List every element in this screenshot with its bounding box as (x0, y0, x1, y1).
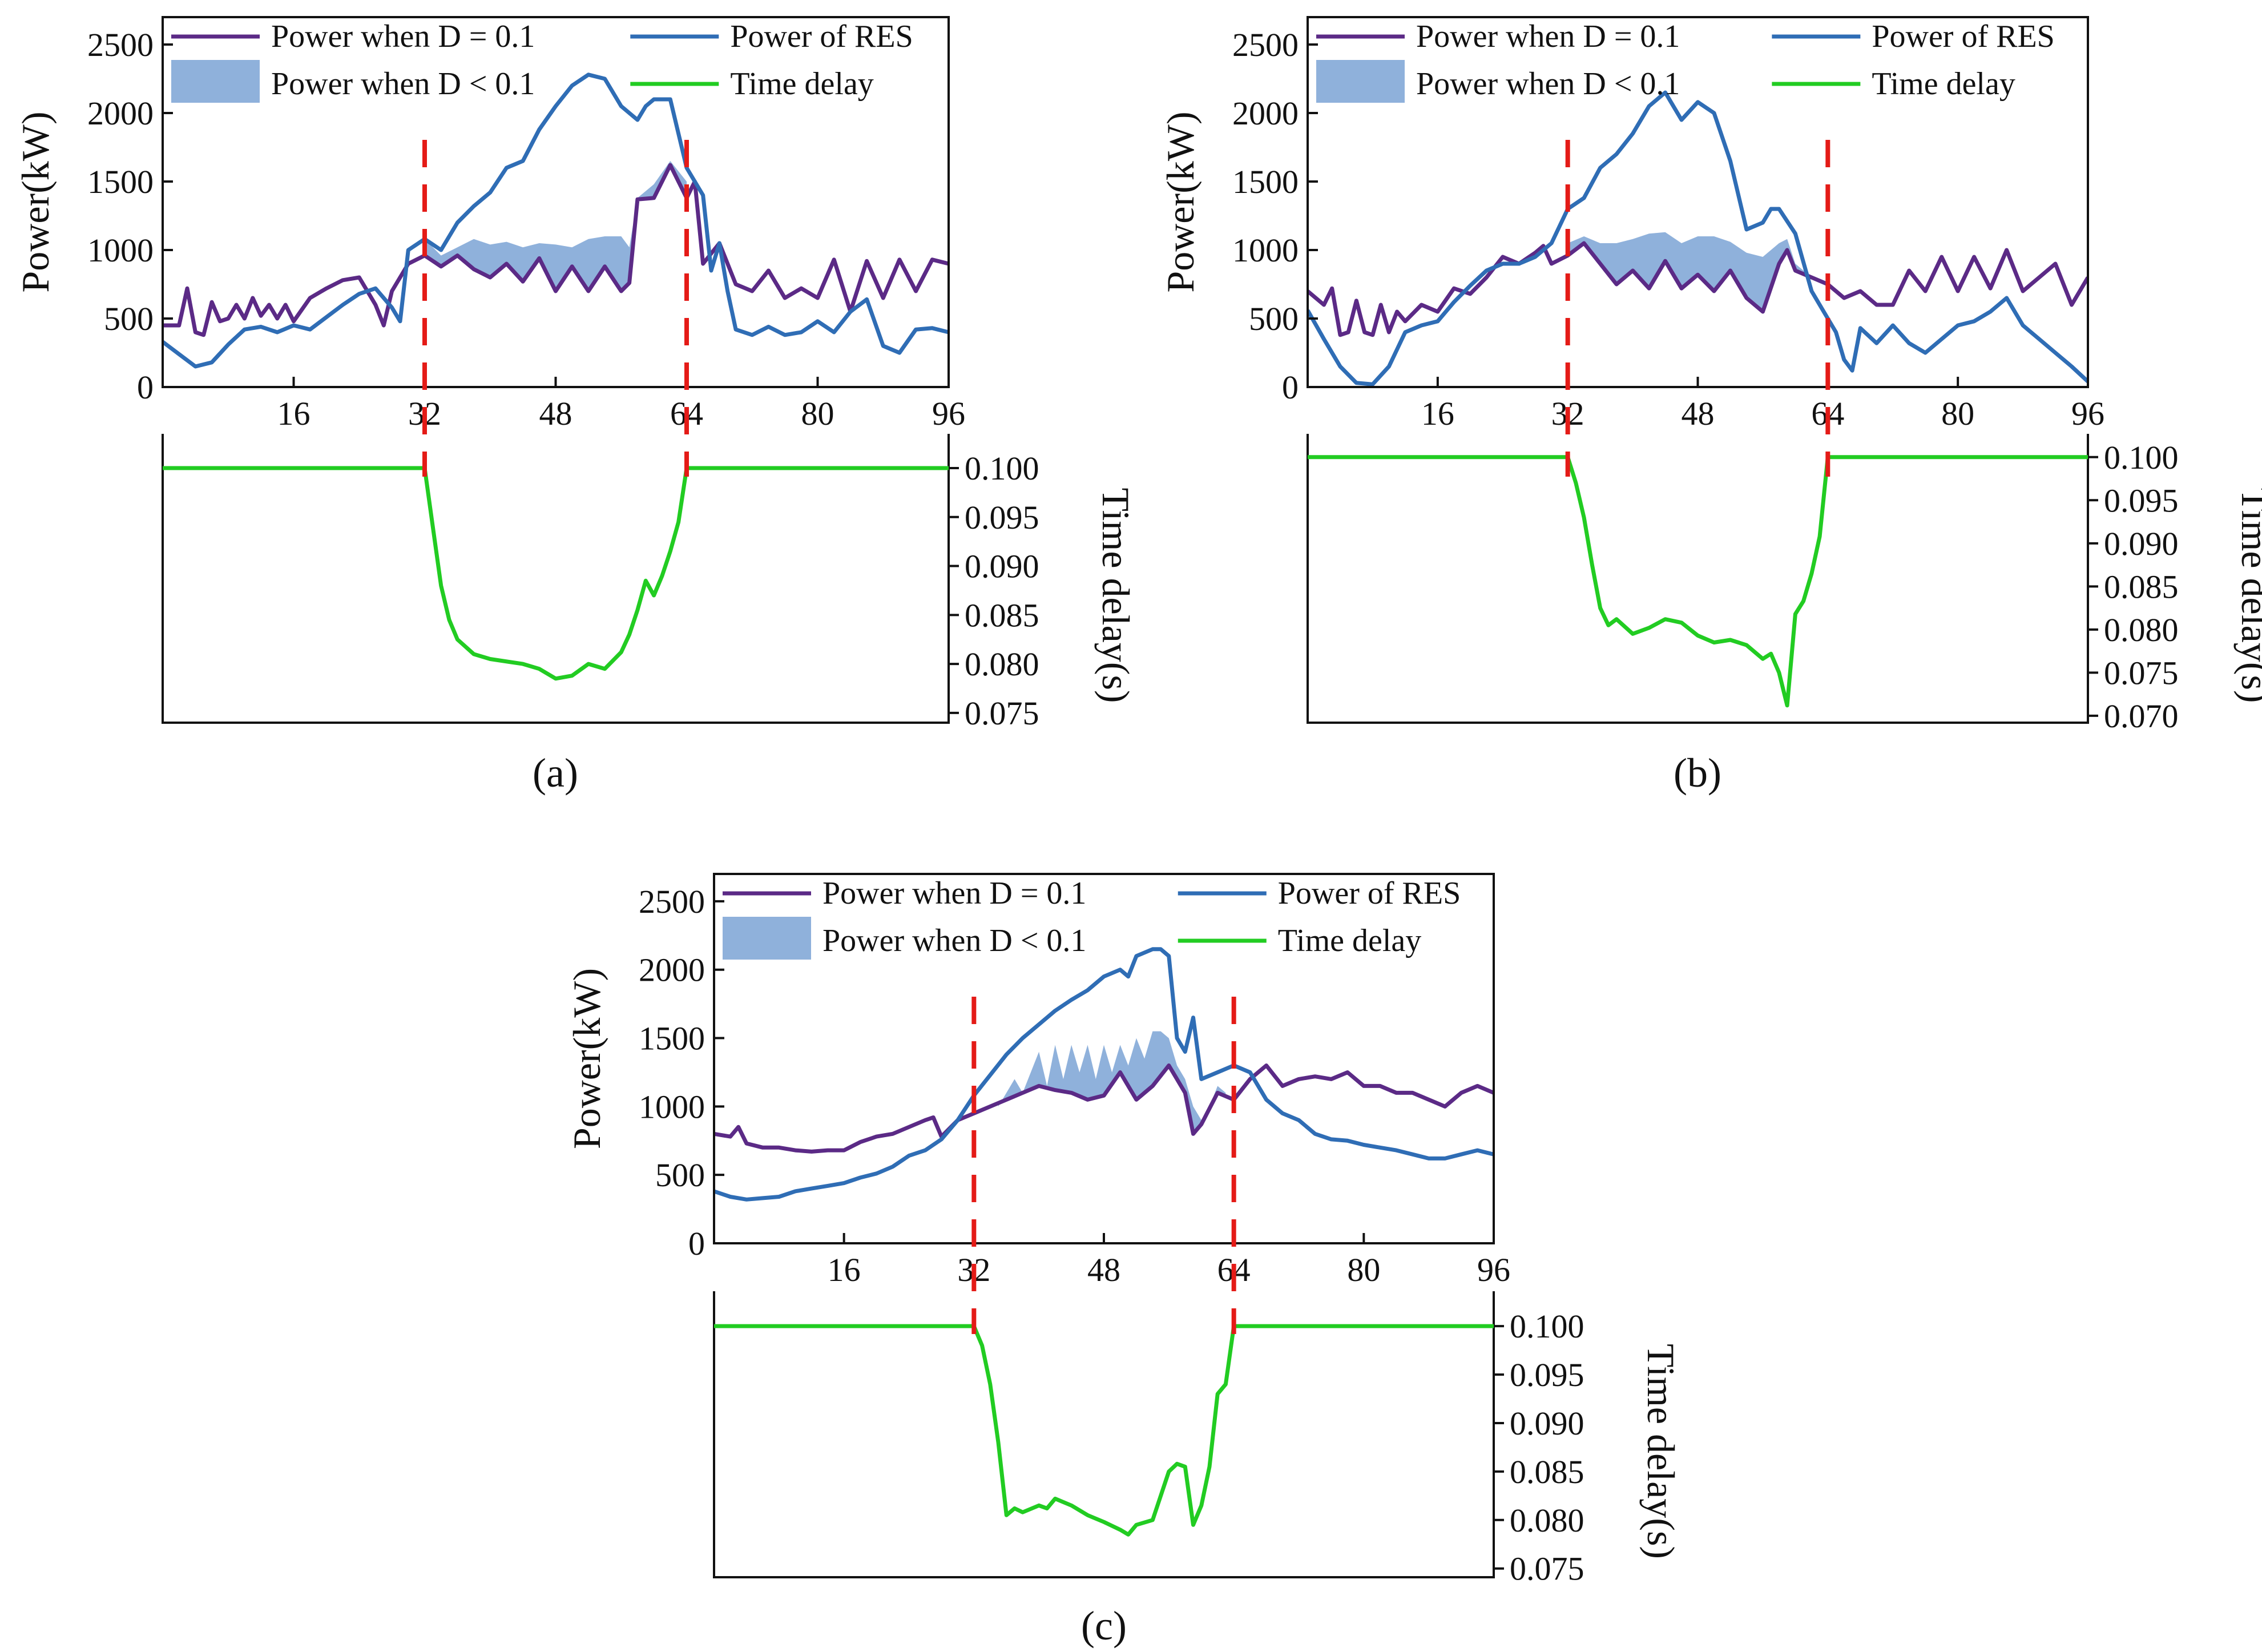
delay-ylabel: Time delay(s) (1094, 487, 1138, 703)
delay-ytick-label: 0.085 (2104, 568, 2179, 605)
power-ylabel: Power(kW) (14, 111, 57, 292)
power-ytick-label: 1500 (1232, 163, 1299, 200)
legend-delay-label: Time delay (1278, 923, 1421, 958)
power-xtick-label: 96 (1477, 1251, 1510, 1288)
res-line (163, 72, 949, 369)
power-plot-area (1308, 90, 2088, 386)
power-ytick-label: 2000 (1232, 95, 1299, 132)
delay-frame (1307, 434, 2089, 724)
delay-ytick-label: 0.100 (965, 450, 1039, 487)
power-xtick-label: 96 (932, 395, 965, 432)
power-xtick-label: 48 (539, 395, 572, 432)
delay-ytick-label: 0.070 (2104, 698, 2179, 735)
res-line (1308, 90, 2088, 386)
power-plot-area (714, 947, 1494, 1202)
legend-res-label: Power of RES (1278, 876, 1461, 911)
power-ytick-label: 2500 (87, 26, 154, 63)
delay-line (163, 466, 949, 681)
delay-ytick-label: 0.075 (1510, 1550, 1584, 1587)
power-xtick-label: 48 (1087, 1251, 1120, 1288)
legend-delay-label: Time delay (730, 66, 873, 102)
power-xtick-label: 96 (2071, 395, 2104, 432)
legend-res-label: Power of RES (1872, 19, 2054, 54)
delay-ytick-label: 0.095 (1510, 1356, 1584, 1393)
legend-delay-label: Time delay (1872, 66, 2015, 102)
power-xtick-label: 16 (277, 395, 311, 432)
power-ytick-label: 500 (655, 1157, 705, 1194)
panel-caption: (a) (533, 750, 578, 796)
band-area (1567, 232, 1828, 312)
power-ytick-label: 0 (1282, 369, 1299, 406)
power-ytick-label: 2000 (639, 952, 705, 989)
power-ytick-label: 2500 (1232, 26, 1299, 63)
power-ytick-label: 1000 (87, 232, 154, 269)
delay-line (1308, 455, 2088, 708)
delay-ylabel: Time delay(s) (1639, 1344, 1683, 1559)
legend-band-label: Power when D < 0.1 (822, 923, 1086, 958)
power-ytick-label: 1000 (639, 1088, 705, 1125)
delay-ytick-label: 0.080 (1510, 1502, 1584, 1539)
power-xtick-label: 80 (1347, 1251, 1380, 1288)
legend-band-label: Power when D < 0.1 (271, 66, 535, 102)
delay-line (714, 1324, 1494, 1537)
power-plot-area (163, 72, 949, 369)
delay-frame (713, 1291, 1495, 1578)
power-xtick-label: 48 (1682, 395, 1715, 432)
power-ytick-label: 500 (1249, 300, 1299, 337)
delay-ytick-label: 0.080 (965, 646, 1039, 683)
panel-2: 05001000150020002500163248648096Power(kW… (565, 873, 1683, 1649)
power-ylabel: Power(kW) (565, 968, 608, 1149)
delay-ytick-label: 0.100 (2104, 439, 2179, 476)
power-ytick-label: 500 (104, 300, 154, 337)
delay-ytick-label: 0.080 (2104, 611, 2179, 648)
power-ytick-label: 1000 (1232, 232, 1299, 269)
power-xtick-label: 16 (828, 1251, 861, 1288)
power-ytick-label: 0 (137, 369, 154, 406)
legend-d-equal-label: Power when D = 0.1 (271, 19, 535, 54)
delay-ytick-label: 0.075 (965, 695, 1039, 732)
power-xtick-label: 80 (1941, 395, 1974, 432)
legend-band-swatch (1316, 60, 1405, 103)
panel-caption: (c) (1081, 1603, 1127, 1649)
power-ytick-label: 2500 (639, 883, 705, 920)
delay-ytick-label: 0.100 (1510, 1308, 1584, 1345)
legend-band-swatch (723, 917, 811, 960)
power-ytick-label: 1500 (87, 163, 154, 200)
delay-ytick-label: 0.085 (1510, 1453, 1584, 1490)
legend-d-equal-label: Power when D = 0.1 (822, 876, 1086, 911)
legend-band-label: Power when D < 0.1 (1416, 66, 1680, 102)
delay-ytick-label: 0.090 (1510, 1405, 1584, 1442)
legend-d-equal-label: Power when D = 0.1 (1416, 19, 1680, 54)
power-ytick-label: 1500 (639, 1020, 705, 1057)
power-ytick-label: 0 (688, 1225, 705, 1262)
delay-ytick-label: 0.075 (2104, 654, 2179, 691)
legend-res-label: Power of RES (730, 19, 913, 54)
delay-ytick-label: 0.090 (2104, 525, 2179, 562)
delay-ylabel: Time delay(s) (2233, 487, 2262, 703)
panels: 05001000150020002500163248648096Power(kW… (14, 16, 2262, 1649)
delay-ytick-label: 0.085 (965, 597, 1039, 634)
delay-ytick-label: 0.095 (2104, 482, 2179, 519)
delay-ytick-label: 0.095 (965, 499, 1039, 536)
delay-ytick-label: 0.090 (965, 548, 1039, 585)
power-ytick-label: 2000 (87, 95, 154, 132)
panel-0: 05001000150020002500163248648096Power(kW… (14, 16, 1138, 796)
d-equal-line (1308, 241, 2088, 337)
d-equal-line (714, 1063, 1494, 1154)
power-ylabel: Power(kW) (1159, 111, 1202, 292)
power-xtick-label: 16 (1421, 395, 1454, 432)
delay-frame (162, 434, 950, 724)
res-line (714, 947, 1494, 1202)
panel-caption: (b) (1674, 750, 1721, 796)
legend-band-swatch (171, 60, 260, 103)
panel-1: 05001000150020002500163248648096Power(kW… (1159, 16, 2262, 796)
power-xtick-label: 80 (801, 395, 834, 432)
band-area (425, 161, 687, 291)
d-equal-line (163, 163, 949, 337)
